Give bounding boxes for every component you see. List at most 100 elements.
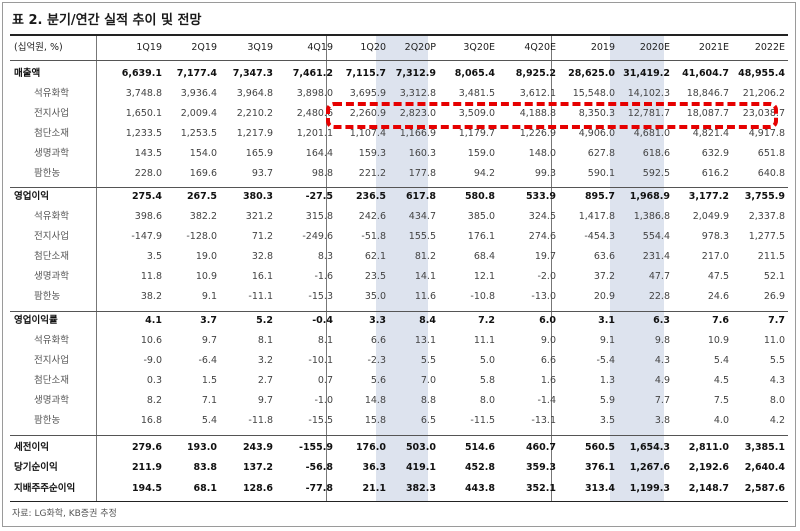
table-cell: 8.8 bbox=[420, 395, 436, 406]
table-cell: 9.1 bbox=[599, 335, 615, 346]
row-label: 세전이익 bbox=[14, 442, 49, 453]
table-cell: 243.9 bbox=[242, 442, 273, 453]
table-cell: 12,781.7 bbox=[627, 108, 670, 119]
table-cell: 5.6 bbox=[370, 375, 386, 386]
table-cell: -155.9 bbox=[299, 442, 333, 453]
table-cell: -128.0 bbox=[186, 231, 217, 242]
table-cell: 554.4 bbox=[642, 231, 670, 242]
table-cell: 4,906.0 bbox=[578, 128, 615, 139]
table-cell: 176.0 bbox=[355, 442, 386, 453]
table-row: 석유화학 398.6 382.2 321.2 315.8 242.6 434.7 385.0 3… bbox=[10, 207, 788, 227]
table-cell: 217.0 bbox=[701, 251, 729, 262]
table-cell: 7.7 bbox=[768, 315, 785, 326]
table-cell: 16.1 bbox=[251, 271, 273, 282]
row-label: 영업이익 bbox=[14, 191, 49, 202]
row-label: 영업이익률 bbox=[14, 315, 58, 326]
table-cell: 4,917.8 bbox=[748, 128, 785, 139]
table-cell: -1.6 bbox=[314, 271, 333, 282]
table-cell: 16.8 bbox=[140, 415, 162, 426]
table-cell: 2,210.2 bbox=[236, 108, 273, 119]
table-cell: 4.1 bbox=[145, 315, 162, 326]
table-cell: 3,748.8 bbox=[125, 88, 162, 99]
section-rule bbox=[10, 187, 788, 188]
table-cell: 4.3 bbox=[769, 375, 785, 386]
table-row: 전지사업 1,650.1 2,009.4 2,210.2 2,480.6 2,260.9 2… bbox=[10, 104, 788, 124]
table-cell: 382.2 bbox=[189, 211, 217, 222]
table-cell: 275.4 bbox=[131, 191, 162, 202]
table-cell: 20.9 bbox=[593, 291, 615, 302]
table-cell: 1,267.6 bbox=[629, 462, 670, 473]
table-cell: 99.3 bbox=[534, 168, 556, 179]
row-label: 석유화학 bbox=[34, 88, 69, 99]
table-cell: 640.8 bbox=[757, 168, 785, 179]
table-cell: 31,419.2 bbox=[623, 68, 670, 79]
row-label: 석유화학 bbox=[34, 211, 69, 222]
table-cell: 1,233.5 bbox=[125, 128, 162, 139]
table-cell: 242.6 bbox=[358, 211, 386, 222]
table-cell: 380.3 bbox=[242, 191, 273, 202]
table-cell: 154.0 bbox=[189, 148, 217, 159]
table-cell: 4.9 bbox=[654, 375, 670, 386]
table-cell: 2,192.6 bbox=[688, 462, 729, 473]
table-cell: 15,548.0 bbox=[572, 88, 615, 99]
col-header: 2020E bbox=[639, 42, 670, 53]
table-cell: 1,650.1 bbox=[125, 108, 162, 119]
table-cell: 12.1 bbox=[473, 271, 495, 282]
table-row: 영업이익 275.4 267.5 380.3 -27.5 236.5 617.8 580.8 5… bbox=[10, 187, 788, 207]
table-cell: 2,823.0 bbox=[399, 108, 436, 119]
table-cell: -2.0 bbox=[537, 271, 556, 282]
row-label: 첨단소재 bbox=[34, 128, 69, 139]
table-cell: 228.0 bbox=[134, 168, 162, 179]
table-cell: 10.6 bbox=[140, 335, 162, 346]
table-cell: 1.3 bbox=[599, 375, 615, 386]
table-cell: 11.6 bbox=[414, 291, 436, 302]
table-cell: 48,955.4 bbox=[738, 68, 785, 79]
table-cell: 1,201.1 bbox=[296, 128, 333, 139]
table-cell: 14.8 bbox=[364, 395, 386, 406]
table-cell: 1,654.3 bbox=[629, 442, 670, 453]
table-cell: 9.1 bbox=[201, 291, 217, 302]
table-cell: 2,148.7 bbox=[688, 483, 729, 494]
row-label: 매출액 bbox=[14, 68, 41, 79]
table-cell: 4.5 bbox=[713, 375, 729, 386]
col-header: 3Q20E bbox=[463, 42, 495, 53]
table-cell: 128.6 bbox=[242, 483, 273, 494]
table-cell: -5.4 bbox=[596, 355, 615, 366]
table-cell: 592.5 bbox=[642, 168, 670, 179]
table-cell: 1,217.9 bbox=[236, 128, 273, 139]
table-cell: 5.4 bbox=[713, 355, 729, 366]
table-cell: 15.8 bbox=[364, 415, 386, 426]
table-cell: 2,337.8 bbox=[748, 211, 785, 222]
table-cell: 3.2 bbox=[257, 355, 273, 366]
table-cell: 1,277.5 bbox=[748, 231, 785, 242]
table-cell: -13.1 bbox=[531, 415, 556, 426]
table-cell: -9.0 bbox=[143, 355, 162, 366]
table-cell: 9.7 bbox=[201, 335, 217, 346]
table-cell: 41,604.7 bbox=[682, 68, 729, 79]
row-label: 첨단소재 bbox=[34, 251, 69, 262]
table-cell: 3.3 bbox=[369, 315, 386, 326]
table-cell: 434.7 bbox=[408, 211, 436, 222]
table-cell: 3.8 bbox=[654, 415, 670, 426]
table-cell: 36.3 bbox=[362, 462, 386, 473]
table-cell: 2,260.9 bbox=[349, 108, 386, 119]
table-cell: 5.2 bbox=[256, 315, 273, 326]
table-row: 팜한농 16.8 5.4 -11.8 -15.5 15.8 6.5 -11.5 -13.1 3.5… bbox=[10, 411, 788, 431]
table-cell: 21,206.2 bbox=[742, 88, 785, 99]
table-cell: 382.3 bbox=[405, 483, 436, 494]
table-cell: -1.4 bbox=[537, 395, 556, 406]
table-title: 표 2. 분기/연간 실적 추이 및 전망 bbox=[12, 13, 202, 28]
table-cell: 616.2 bbox=[701, 168, 729, 179]
col-header: 2022E bbox=[754, 42, 785, 53]
table-row: 석유화학 3,748.8 3,936.4 3,964.8 3,898.0 3,695.9 3… bbox=[10, 84, 788, 104]
table-cell: 81.2 bbox=[414, 251, 436, 262]
table-cell: 6.6 bbox=[540, 355, 556, 366]
col-header: 2021E bbox=[698, 42, 729, 53]
table-cell: 274.6 bbox=[528, 231, 556, 242]
table-cell: 2,049.9 bbox=[692, 211, 729, 222]
table-cell: -10.8 bbox=[470, 291, 495, 302]
table-row: 첨단소재 1,233.5 1,253.5 1,217.9 1,201.1 1,107.4 1… bbox=[10, 124, 788, 144]
table-row: 첨단소재 0.3 1.5 2.7 0.7 5.6 7.0 5.8 1.6 1.3 4.9 4.5 4.3 bbox=[10, 371, 788, 391]
table-cell: 8,925.2 bbox=[515, 68, 556, 79]
col-header: 2019 bbox=[590, 42, 615, 53]
